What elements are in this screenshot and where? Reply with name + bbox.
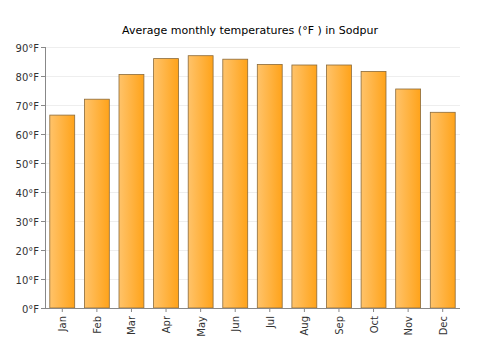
tick [41, 134, 45, 135]
x-tick [131, 308, 132, 312]
bar [223, 59, 248, 308]
y-tick-label: 70°F [16, 101, 40, 112]
y-tick-label: 10°F [16, 275, 40, 286]
y-tick-label: 60°F [16, 130, 40, 141]
x-tick [166, 308, 167, 312]
x-tick [442, 308, 443, 312]
tick [41, 105, 45, 106]
y-tick-label: 0°F [22, 304, 39, 315]
x-tick [235, 308, 236, 312]
y-axis [45, 47, 46, 308]
y-tick-label: 20°F [16, 246, 40, 257]
bar [154, 59, 179, 308]
x-tick [304, 308, 305, 312]
bar [50, 115, 75, 308]
tick [41, 47, 45, 48]
grid-line [45, 308, 460, 309]
x-tick [62, 308, 63, 312]
x-tick [408, 308, 409, 312]
x-tick-label: Oct [369, 316, 380, 333]
bar [292, 65, 317, 308]
bar [84, 99, 109, 308]
x-tick-label: Dec [438, 316, 449, 335]
y-tick-label: 50°F [16, 159, 40, 170]
bar [396, 89, 421, 308]
bar [119, 75, 144, 309]
x-tick-label: Feb [92, 316, 103, 334]
grid-line [45, 76, 460, 77]
x-tick-label: Jul [265, 316, 276, 329]
x-tick-label: Sep [334, 316, 345, 335]
tick [41, 221, 45, 222]
x-tick [373, 308, 374, 312]
x-tick [269, 308, 270, 312]
x-tick-label: Apr [161, 315, 172, 333]
x-tick [96, 308, 97, 312]
y-tick-label: 30°F [16, 217, 40, 228]
tick [41, 250, 45, 251]
x-tick-label: Aug [299, 316, 310, 336]
tick [41, 308, 45, 309]
x-tick-label: Jan [57, 316, 68, 332]
y-tick-label: 40°F [16, 188, 40, 199]
bar [430, 112, 455, 308]
x-tick-label: Mar [126, 315, 137, 335]
y-tick-label: 90°F [16, 43, 40, 54]
grid-line [45, 47, 460, 48]
title: Average monthly temperatures (°F ) in So… [122, 24, 378, 37]
bar [361, 71, 386, 308]
bar [327, 65, 352, 308]
x-tick [200, 308, 201, 312]
bar [188, 56, 213, 308]
x-tick-label: May [196, 316, 207, 337]
tick [41, 163, 45, 164]
x-axis [45, 308, 460, 309]
bars [50, 56, 455, 308]
tick [41, 279, 45, 280]
chart: Average monthly temperatures (°F ) in So… [0, 0, 500, 350]
x-tick [338, 308, 339, 312]
tick [41, 192, 45, 193]
x-tick-label: Jun [230, 316, 241, 333]
x-tick-label: Nov [403, 316, 414, 336]
bar [257, 64, 282, 308]
tick [41, 76, 45, 77]
y-tick-label: 80°F [16, 72, 40, 83]
